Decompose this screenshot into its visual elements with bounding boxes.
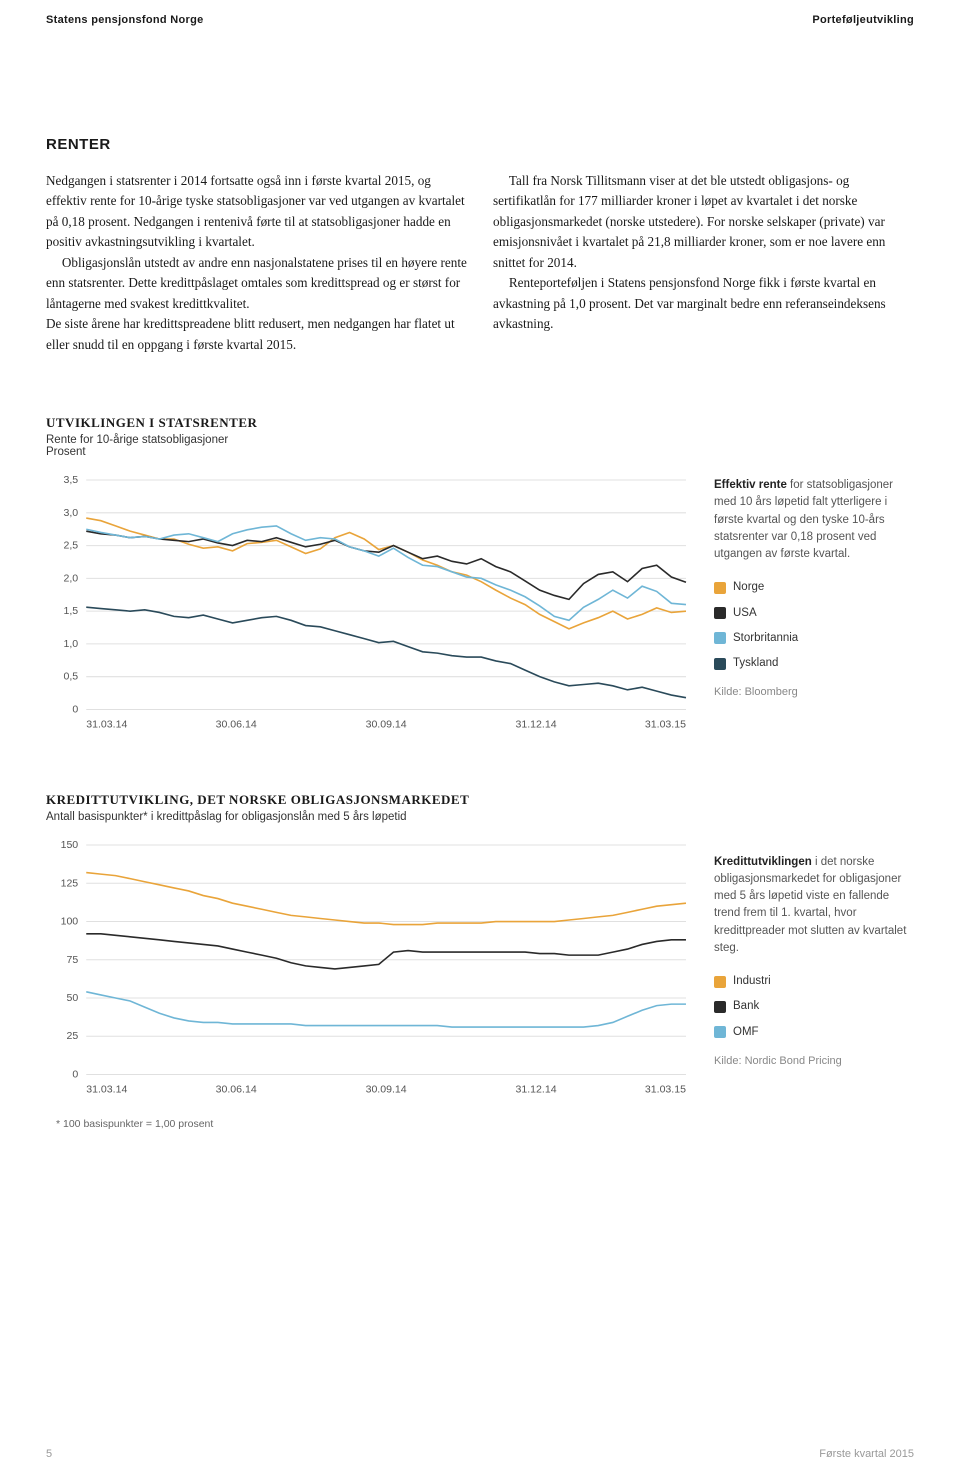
legend-label: Bank	[733, 998, 759, 1015]
chart2-desc-strong: Kredittutviklingen	[714, 856, 812, 868]
chart2-title: KREDITTUTVIKLING, DET NORSKE OBLIGASJONS…	[46, 792, 690, 808]
legend-label: Norge	[733, 579, 764, 596]
legend-swatch	[714, 658, 726, 670]
chart2-footnote: * 100 basispunkter = 1,00 prosent	[56, 1118, 690, 1130]
svg-text:50: 50	[66, 992, 78, 1004]
header-left: Statens pensjonsfond Norge	[46, 14, 204, 26]
svg-text:30.09.14: 30.09.14	[366, 719, 407, 731]
svg-text:3,0: 3,0	[64, 507, 79, 519]
svg-text:31.03.15: 31.03.15	[645, 719, 686, 731]
chart2-sidebar: Kredittutviklingen i det norske obligasj…	[714, 792, 914, 1131]
svg-text:0: 0	[72, 704, 78, 716]
chart1-desc-rest: for statsobligasjoner med 10 års løpetid…	[714, 479, 893, 560]
chart1-sidebar: Effektiv rente for statsobligasjoner med…	[714, 415, 914, 736]
svg-text:125: 125	[61, 877, 79, 889]
chart1-source: Kilde: Bloomberg	[714, 684, 914, 701]
chart-block-credit: KREDITTUTVIKLING, DET NORSKE OBLIGASJONS…	[46, 792, 914, 1131]
legend-label: OMF	[733, 1024, 759, 1041]
chart2-description: Kredittutviklingen i det norske obligasj…	[714, 854, 914, 958]
paragraph: De siste årene har kredittspreadene blit…	[46, 314, 467, 355]
chart-block-rates: UTVIKLINGEN I STATSRENTER Rente for 10-å…	[46, 415, 914, 736]
svg-text:0,5: 0,5	[64, 671, 79, 683]
chart1-desc-strong: Effektiv rente	[714, 479, 787, 491]
legend-swatch	[714, 582, 726, 594]
svg-text:2,5: 2,5	[64, 540, 79, 552]
header-right: Porteføljeutvikling	[812, 14, 914, 26]
legend-label: USA	[733, 605, 757, 622]
legend-item: Storbritannia	[714, 630, 914, 647]
page-footer: 5 Første kvartal 2015	[46, 1448, 914, 1460]
svg-text:30.06.14: 30.06.14	[216, 1083, 257, 1095]
legend-item: USA	[714, 605, 914, 622]
svg-text:100: 100	[61, 915, 79, 927]
paragraph: Renteporteføljen i Statens pensjonsfond …	[493, 273, 914, 334]
legend-swatch	[714, 632, 726, 644]
legend-item: OMF	[714, 1024, 914, 1041]
svg-text:31.12.14: 31.12.14	[516, 1083, 557, 1095]
legend-swatch	[714, 976, 726, 988]
svg-text:75: 75	[66, 953, 78, 965]
legend-item: Industri	[714, 973, 914, 990]
svg-text:31.12.14: 31.12.14	[516, 719, 557, 731]
svg-text:3,5: 3,5	[64, 474, 79, 486]
chart1-title: UTVIKLINGEN I STATSRENTER	[46, 415, 690, 431]
chart1-subtitle: Rente for 10-årige statsobligasjoner	[46, 434, 690, 446]
chart1-subtitle2: Prosent	[46, 446, 690, 458]
legend-swatch	[714, 1001, 726, 1013]
page-number: 5	[46, 1448, 52, 1460]
legend-swatch	[714, 1026, 726, 1038]
svg-text:30.06.14: 30.06.14	[216, 719, 257, 731]
paragraph: Obligasjonslån utstedt av andre enn nasj…	[46, 253, 467, 314]
rates-chart: 0 0,5 1,0 1,5 2,0 2,5 3,0 3,5 31.03.14 30.06.14 30…	[46, 474, 690, 736]
legend-item: Tyskland	[714, 655, 914, 672]
chart2-legend: Industri Bank OMF	[714, 973, 914, 1041]
legend-swatch	[714, 607, 726, 619]
svg-text:25: 25	[66, 1030, 78, 1042]
svg-text:150: 150	[61, 839, 79, 851]
svg-text:31.03.14: 31.03.14	[86, 719, 127, 731]
page-header: Statens pensjonsfond Norge Porteføljeutv…	[0, 0, 960, 26]
chart2-subtitle: Antall basispunkter* i kredittpåslag for…	[46, 811, 690, 823]
svg-text:1,0: 1,0	[64, 638, 79, 650]
paragraph: Tall fra Norsk Tillitsmann viser at det …	[493, 171, 914, 273]
legend-item: Bank	[714, 998, 914, 1015]
legend-item: Norge	[714, 579, 914, 596]
footer-label: Første kvartal 2015	[819, 1448, 914, 1460]
credit-chart: 0 25 50 75 100 125 150 31.03.14 30.06.14 30.09.14…	[46, 839, 690, 1101]
page-content: RENTER Nedgangen i statsrenter i 2014 fo…	[0, 26, 960, 1130]
svg-text:31.03.14: 31.03.14	[86, 1083, 127, 1095]
chart2-desc-rest: i det norske obligasjonsmarkedet for obl…	[714, 856, 906, 954]
body-text: Nedgangen i statsrenter i 2014 fortsatte…	[46, 171, 914, 355]
section-title: RENTER	[46, 136, 914, 153]
paragraph: Nedgangen i statsrenter i 2014 fortsatte…	[46, 171, 467, 253]
legend-label: Industri	[733, 973, 771, 990]
chart2-source: Kilde: Nordic Bond Pricing	[714, 1053, 914, 1070]
chart1-legend: Norge USA Storbritannia Tyskland	[714, 579, 914, 672]
svg-text:1,5: 1,5	[64, 605, 79, 617]
legend-label: Tyskland	[733, 655, 778, 672]
svg-text:0: 0	[72, 1068, 78, 1080]
svg-text:2,0: 2,0	[64, 572, 79, 584]
svg-text:31.03.15: 31.03.15	[645, 1083, 686, 1095]
svg-text:30.09.14: 30.09.14	[366, 1083, 407, 1095]
chart1-description: Effektiv rente for statsobligasjoner med…	[714, 477, 914, 563]
legend-label: Storbritannia	[733, 630, 798, 647]
